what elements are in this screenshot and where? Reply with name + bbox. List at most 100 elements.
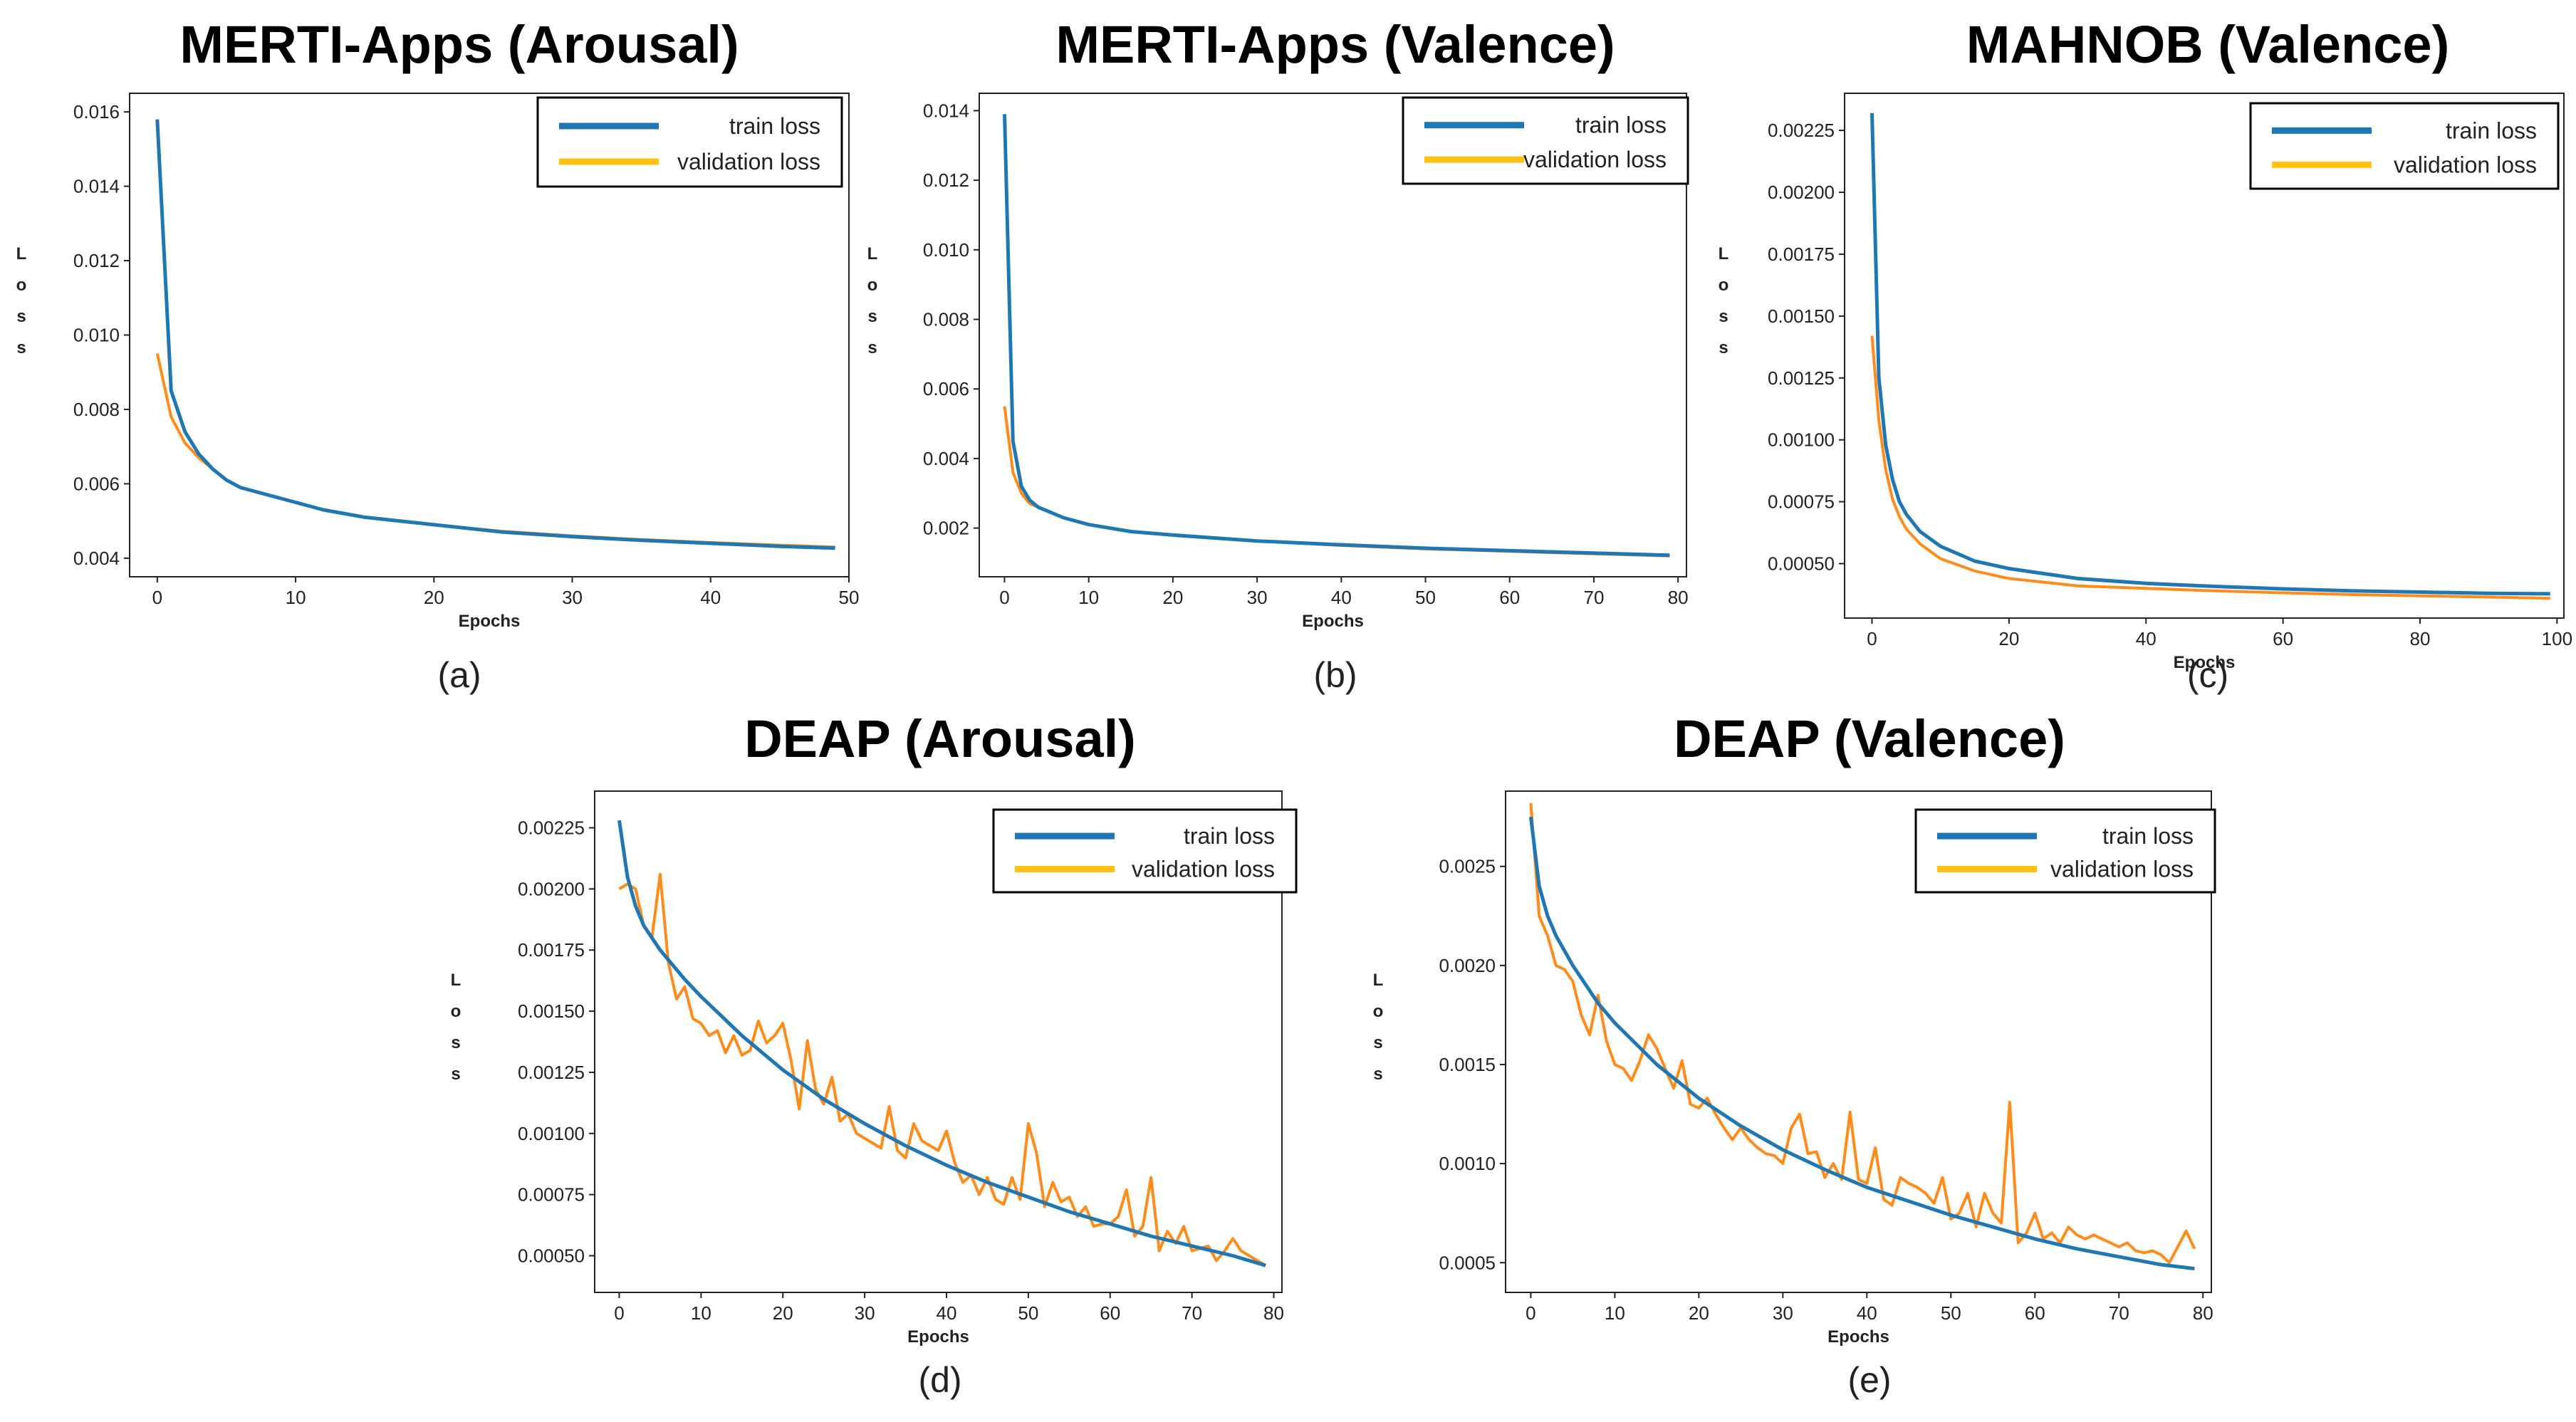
chart-panel-1: MERTI-Apps (Valence) 0 10 20 30 40 50 60 70 80 0.0…: [867, 15, 1689, 695]
y-tick-label: 0.0005: [1439, 1252, 1496, 1273]
validation-loss-line: [1003, 406, 1670, 558]
x-tick-label: 70: [1584, 587, 1605, 608]
legend: train loss validation loss: [992, 808, 1298, 894]
x-tick-label: 10: [1605, 1302, 1625, 1324]
x-tick-label: 0: [1867, 628, 1877, 649]
x-axis-label: Epochs: [907, 1327, 969, 1347]
panel-label: (c): [2187, 655, 2228, 695]
y-tick-label: 0.00225: [518, 817, 585, 839]
x-axis-label: Epochs: [1302, 612, 1364, 631]
x-tick-label: 80: [1668, 587, 1689, 608]
y-tick-label: 0.00175: [1768, 244, 1835, 265]
y-tick-label: 0.006: [73, 473, 120, 494]
chart-title: MERTI-Apps (Arousal): [179, 15, 739, 74]
chart-panel-3: DEAP (Arousal) 0 10 20 30 40 50 60 70 80 0.00050 0.…: [451, 709, 1298, 1400]
y-tick-label: 0.00075: [1768, 491, 1835, 513]
x-tick-label: 60: [2273, 628, 2293, 649]
legend: train loss validation loss: [2249, 102, 2560, 190]
validation-loss-line: [618, 872, 1267, 1267]
x-tick-label: 80: [1263, 1302, 1284, 1324]
validation-loss-line: [1870, 335, 2550, 600]
chart-title: DEAP (Arousal): [744, 709, 1136, 768]
x-tick-label: 20: [1162, 587, 1183, 608]
chart-title: DEAP (Valence): [1674, 709, 2065, 768]
legend-label: train loss: [2102, 823, 2194, 849]
y-tick-label: 0.008: [923, 309, 969, 330]
y-tick-label: 0.0025: [1439, 856, 1496, 877]
x-tick-label: 80: [2193, 1302, 2213, 1324]
y-tick-label: 0.014: [73, 176, 120, 197]
x-tick-label: 10: [1078, 587, 1099, 608]
train-loss-line: [617, 820, 1266, 1267]
x-axis-label: Epochs: [459, 612, 521, 631]
x-tick-label: 40: [1857, 1302, 1877, 1324]
legend-box: [1914, 808, 2216, 894]
x-tick-label: 80: [2410, 628, 2431, 649]
y-tick-label: 0.012: [73, 250, 120, 271]
panel-label: (b): [1313, 655, 1357, 695]
legend: train loss validation loss: [536, 96, 843, 188]
x-tick-label: 70: [2109, 1302, 2129, 1324]
legend-label: validation loss: [677, 149, 820, 174]
legend-label: validation loss: [2394, 152, 2537, 177]
y-tick-label: 0.00050: [1768, 553, 1835, 575]
x-tick-label: 40: [2136, 628, 2157, 649]
y-tick-label: 0.010: [923, 239, 969, 261]
legend-box: [1402, 96, 1689, 185]
x-tick-label: 50: [1415, 587, 1436, 608]
y-tick-label: 0.0020: [1439, 955, 1496, 976]
x-tick-label: 10: [286, 587, 306, 608]
legend-label: train loss: [2446, 117, 2537, 143]
y-tick-label: 0.0010: [1439, 1153, 1496, 1174]
y-tick-label: 0.00150: [518, 1000, 585, 1022]
x-tick-label: 40: [1331, 587, 1352, 608]
y-tick-label: 0.00125: [518, 1062, 585, 1083]
x-tick-label: 20: [1998, 628, 2019, 649]
x-tick-label: 0: [999, 587, 1009, 608]
x-tick-label: 60: [2025, 1302, 2045, 1324]
chart-panel-0: MERTI-Apps (Arousal) 0 10 20 30 40 50 0.004 0.00…: [16, 15, 860, 695]
y-tick-label: 0.016: [73, 101, 120, 122]
x-axis-label: Epochs: [1827, 1327, 1889, 1347]
validation-loss-line: [1529, 803, 2196, 1265]
plot-frame: [1505, 790, 2212, 1293]
chart-title: MAHNOB (Valence): [1966, 15, 2449, 74]
legend: train loss validation loss: [1914, 808, 2216, 894]
legend-label: validation loss: [1132, 857, 1275, 882]
y-tick-label: 0.006: [923, 378, 969, 399]
x-tick-label: 50: [839, 587, 860, 608]
panel-label: (d): [918, 1360, 961, 1400]
legend-box: [2249, 102, 2560, 190]
legend-label: validation loss: [2050, 857, 2194, 882]
y-tick-label: 0.00200: [518, 878, 585, 899]
x-tick-label: 40: [937, 1302, 957, 1324]
chart-panel-4: DEAP (Valence) 0 10 20 30 40 50 60 70 80 0.0005 0.0…: [1373, 709, 2216, 1400]
x-tick-label: 30: [562, 587, 583, 608]
x-tick-label: 60: [1100, 1302, 1120, 1324]
train-loss-line: [1870, 113, 2550, 596]
y-tick-label: 0.002: [923, 518, 969, 539]
legend-label: train loss: [1184, 823, 1275, 849]
plot-frame: [1844, 93, 2565, 619]
legend-label: train loss: [729, 113, 820, 139]
x-tick-label: 50: [1018, 1302, 1038, 1324]
legend-label: train loss: [1575, 113, 1667, 138]
legend-box: [536, 96, 843, 188]
x-tick-label: 50: [1941, 1302, 1961, 1324]
x-tick-label: 30: [1773, 1302, 1793, 1324]
y-tick-label: 0.00125: [1768, 367, 1835, 389]
train-loss-line: [1528, 816, 2195, 1271]
panel-label: (a): [437, 655, 481, 695]
y-tick-label: 0.012: [923, 169, 969, 191]
y-tick-label: 0.00100: [518, 1123, 585, 1144]
x-tick-label: 40: [700, 587, 721, 608]
y-tick-label: 0.00100: [1768, 429, 1835, 451]
train-loss-line: [155, 119, 835, 550]
x-tick-label: 20: [773, 1302, 793, 1324]
y-tick-label: 0.00200: [1768, 182, 1835, 203]
x-tick-label: 0: [152, 587, 162, 608]
